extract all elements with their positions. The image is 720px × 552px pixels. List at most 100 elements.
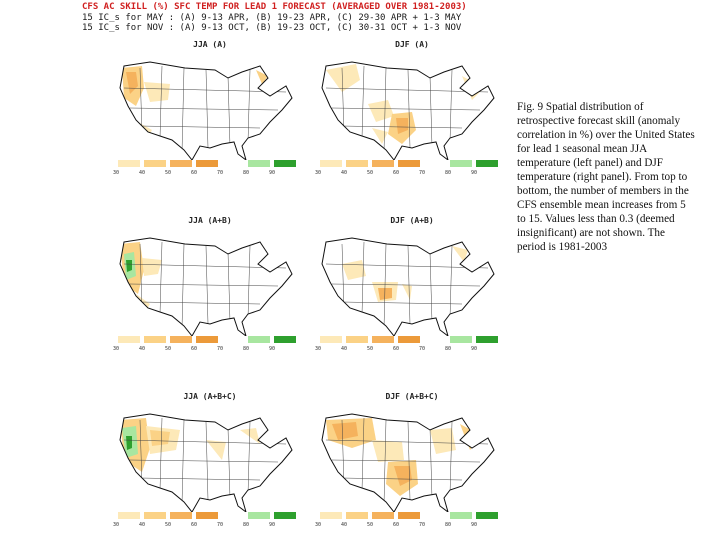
us-outline xyxy=(321,61,495,160)
colorbar-tick: 50 xyxy=(164,170,172,176)
skill-region xyxy=(402,284,412,300)
colorbar-swatch xyxy=(118,336,140,343)
skill-region xyxy=(452,246,468,262)
colorbar-swatch xyxy=(118,512,140,519)
colorbar-swatch xyxy=(274,336,296,343)
state-boundary xyxy=(129,107,279,111)
colorbar-swatch xyxy=(424,336,446,343)
colorbar-swatch xyxy=(424,160,446,167)
colorbar-swatch xyxy=(248,160,270,167)
state-boundary xyxy=(383,243,387,329)
state-boundary xyxy=(449,245,453,319)
colorbar-tick: 90 xyxy=(470,346,478,352)
skill-region xyxy=(142,258,162,276)
state-boundary xyxy=(247,245,251,319)
colorbar-tick: 70 xyxy=(216,522,224,528)
state-boundary xyxy=(341,419,345,487)
us-outline xyxy=(119,413,293,512)
colorbar-tick: 70 xyxy=(216,170,224,176)
state-boundary xyxy=(325,87,489,93)
colorbar-swatch xyxy=(346,160,368,167)
colorbar-tick: 40 xyxy=(340,170,348,176)
skill-region xyxy=(332,422,358,440)
colorbar-swatch xyxy=(248,336,270,343)
colorbar-tick: 50 xyxy=(366,170,374,176)
us-map xyxy=(321,413,495,512)
colorbar-swatch xyxy=(450,512,472,519)
map-panel-jja-a: JJA (A) 30 40 50 60 70 80 90 xyxy=(110,40,310,200)
ic-line-nov: 15 IC_s for NOV : (A) 9-13 OCT, (B) 19-2… xyxy=(82,23,462,33)
state-boundary xyxy=(383,67,387,153)
colorbar: 30 40 50 60 70 80 90 xyxy=(312,336,512,360)
colorbar-tick: 60 xyxy=(392,170,400,176)
panel-label: JJA (A+B+C) xyxy=(183,392,237,401)
colorbar-swatch xyxy=(170,160,192,167)
state-boundary xyxy=(227,427,231,499)
colorbar-tick: 40 xyxy=(138,346,146,352)
skill-region xyxy=(462,76,484,100)
colorbar-swatch xyxy=(476,336,498,343)
state-boundary xyxy=(341,243,345,311)
colorbar-swatch xyxy=(196,160,218,167)
ic-line-may: 15 IC_s for MAY : (A) 9-13 APR, (B) 19-2… xyxy=(82,12,462,23)
colorbar-swatch xyxy=(118,160,140,167)
colorbar-swatch xyxy=(346,512,368,519)
state-boundary xyxy=(247,69,251,143)
skill-region xyxy=(342,260,366,280)
state-boundary xyxy=(449,69,453,143)
colorbar-swatch xyxy=(170,512,192,519)
state-boundary xyxy=(361,241,365,315)
us-map xyxy=(321,237,495,336)
colorbar-tick: 80 xyxy=(242,346,250,352)
colorbar: 30 40 50 60 70 80 90 xyxy=(312,160,512,184)
skill-region xyxy=(206,440,226,460)
colorbar-swatch xyxy=(196,512,218,519)
colorbar-swatch xyxy=(476,512,498,519)
skill-region xyxy=(136,294,150,314)
colorbar-tick: 30 xyxy=(314,346,322,352)
colorbar-tick: 70 xyxy=(216,346,224,352)
skill-region xyxy=(372,440,404,462)
colorbar-tick: 60 xyxy=(190,522,198,528)
state-boundary xyxy=(123,87,287,93)
state-boundary xyxy=(325,439,489,445)
colorbar-swatch xyxy=(274,160,296,167)
colorbar-swatch xyxy=(372,512,394,519)
colorbar-tick: 60 xyxy=(392,522,400,528)
colorbar-tick: 80 xyxy=(444,522,452,528)
skill-region xyxy=(326,64,360,92)
colorbar-tick: 70 xyxy=(418,346,426,352)
skill-region xyxy=(372,128,388,144)
state-boundary xyxy=(429,251,433,323)
skill-region xyxy=(144,82,170,102)
map-panel-djf-a: DJF (A) 30 40 50 60 70 80 90 xyxy=(312,40,512,200)
state-boundary xyxy=(139,419,143,487)
us-outline xyxy=(321,237,495,336)
state-boundary xyxy=(361,417,365,491)
map-panel-jja-ab: JJA (A+B) 30 40 50 60 70 80 90 xyxy=(110,216,310,376)
colorbar-swatch xyxy=(144,336,166,343)
skill-region xyxy=(430,428,456,454)
us-outline xyxy=(321,413,495,512)
colorbar-swatch xyxy=(476,160,498,167)
colorbar-tick: 50 xyxy=(366,346,374,352)
state-boundary xyxy=(429,427,433,499)
colorbar-swatch xyxy=(222,512,244,519)
skill-region xyxy=(256,70,268,84)
colorbar-tick: 90 xyxy=(470,522,478,528)
colorbar-tick: 30 xyxy=(112,170,120,176)
panel-label: JJA (A) xyxy=(193,40,227,49)
colorbar: 30 40 50 60 70 80 90 xyxy=(110,160,310,184)
skill-region xyxy=(240,428,260,444)
state-boundary xyxy=(325,263,489,269)
colorbar-swatch xyxy=(320,160,342,167)
state-boundary xyxy=(181,419,185,505)
state-boundary xyxy=(159,65,163,139)
colorbar-swatch xyxy=(372,160,394,167)
state-boundary xyxy=(331,459,481,463)
colorbar-tick: 90 xyxy=(268,522,276,528)
panel-label: DJF (A+B+C) xyxy=(385,392,439,401)
state-boundary xyxy=(123,439,287,445)
map-panel-djf-abc: DJF (A+B+C) 30 40 50 60 70 80 90 xyxy=(312,392,512,552)
colorbar-tick: 40 xyxy=(340,346,348,352)
